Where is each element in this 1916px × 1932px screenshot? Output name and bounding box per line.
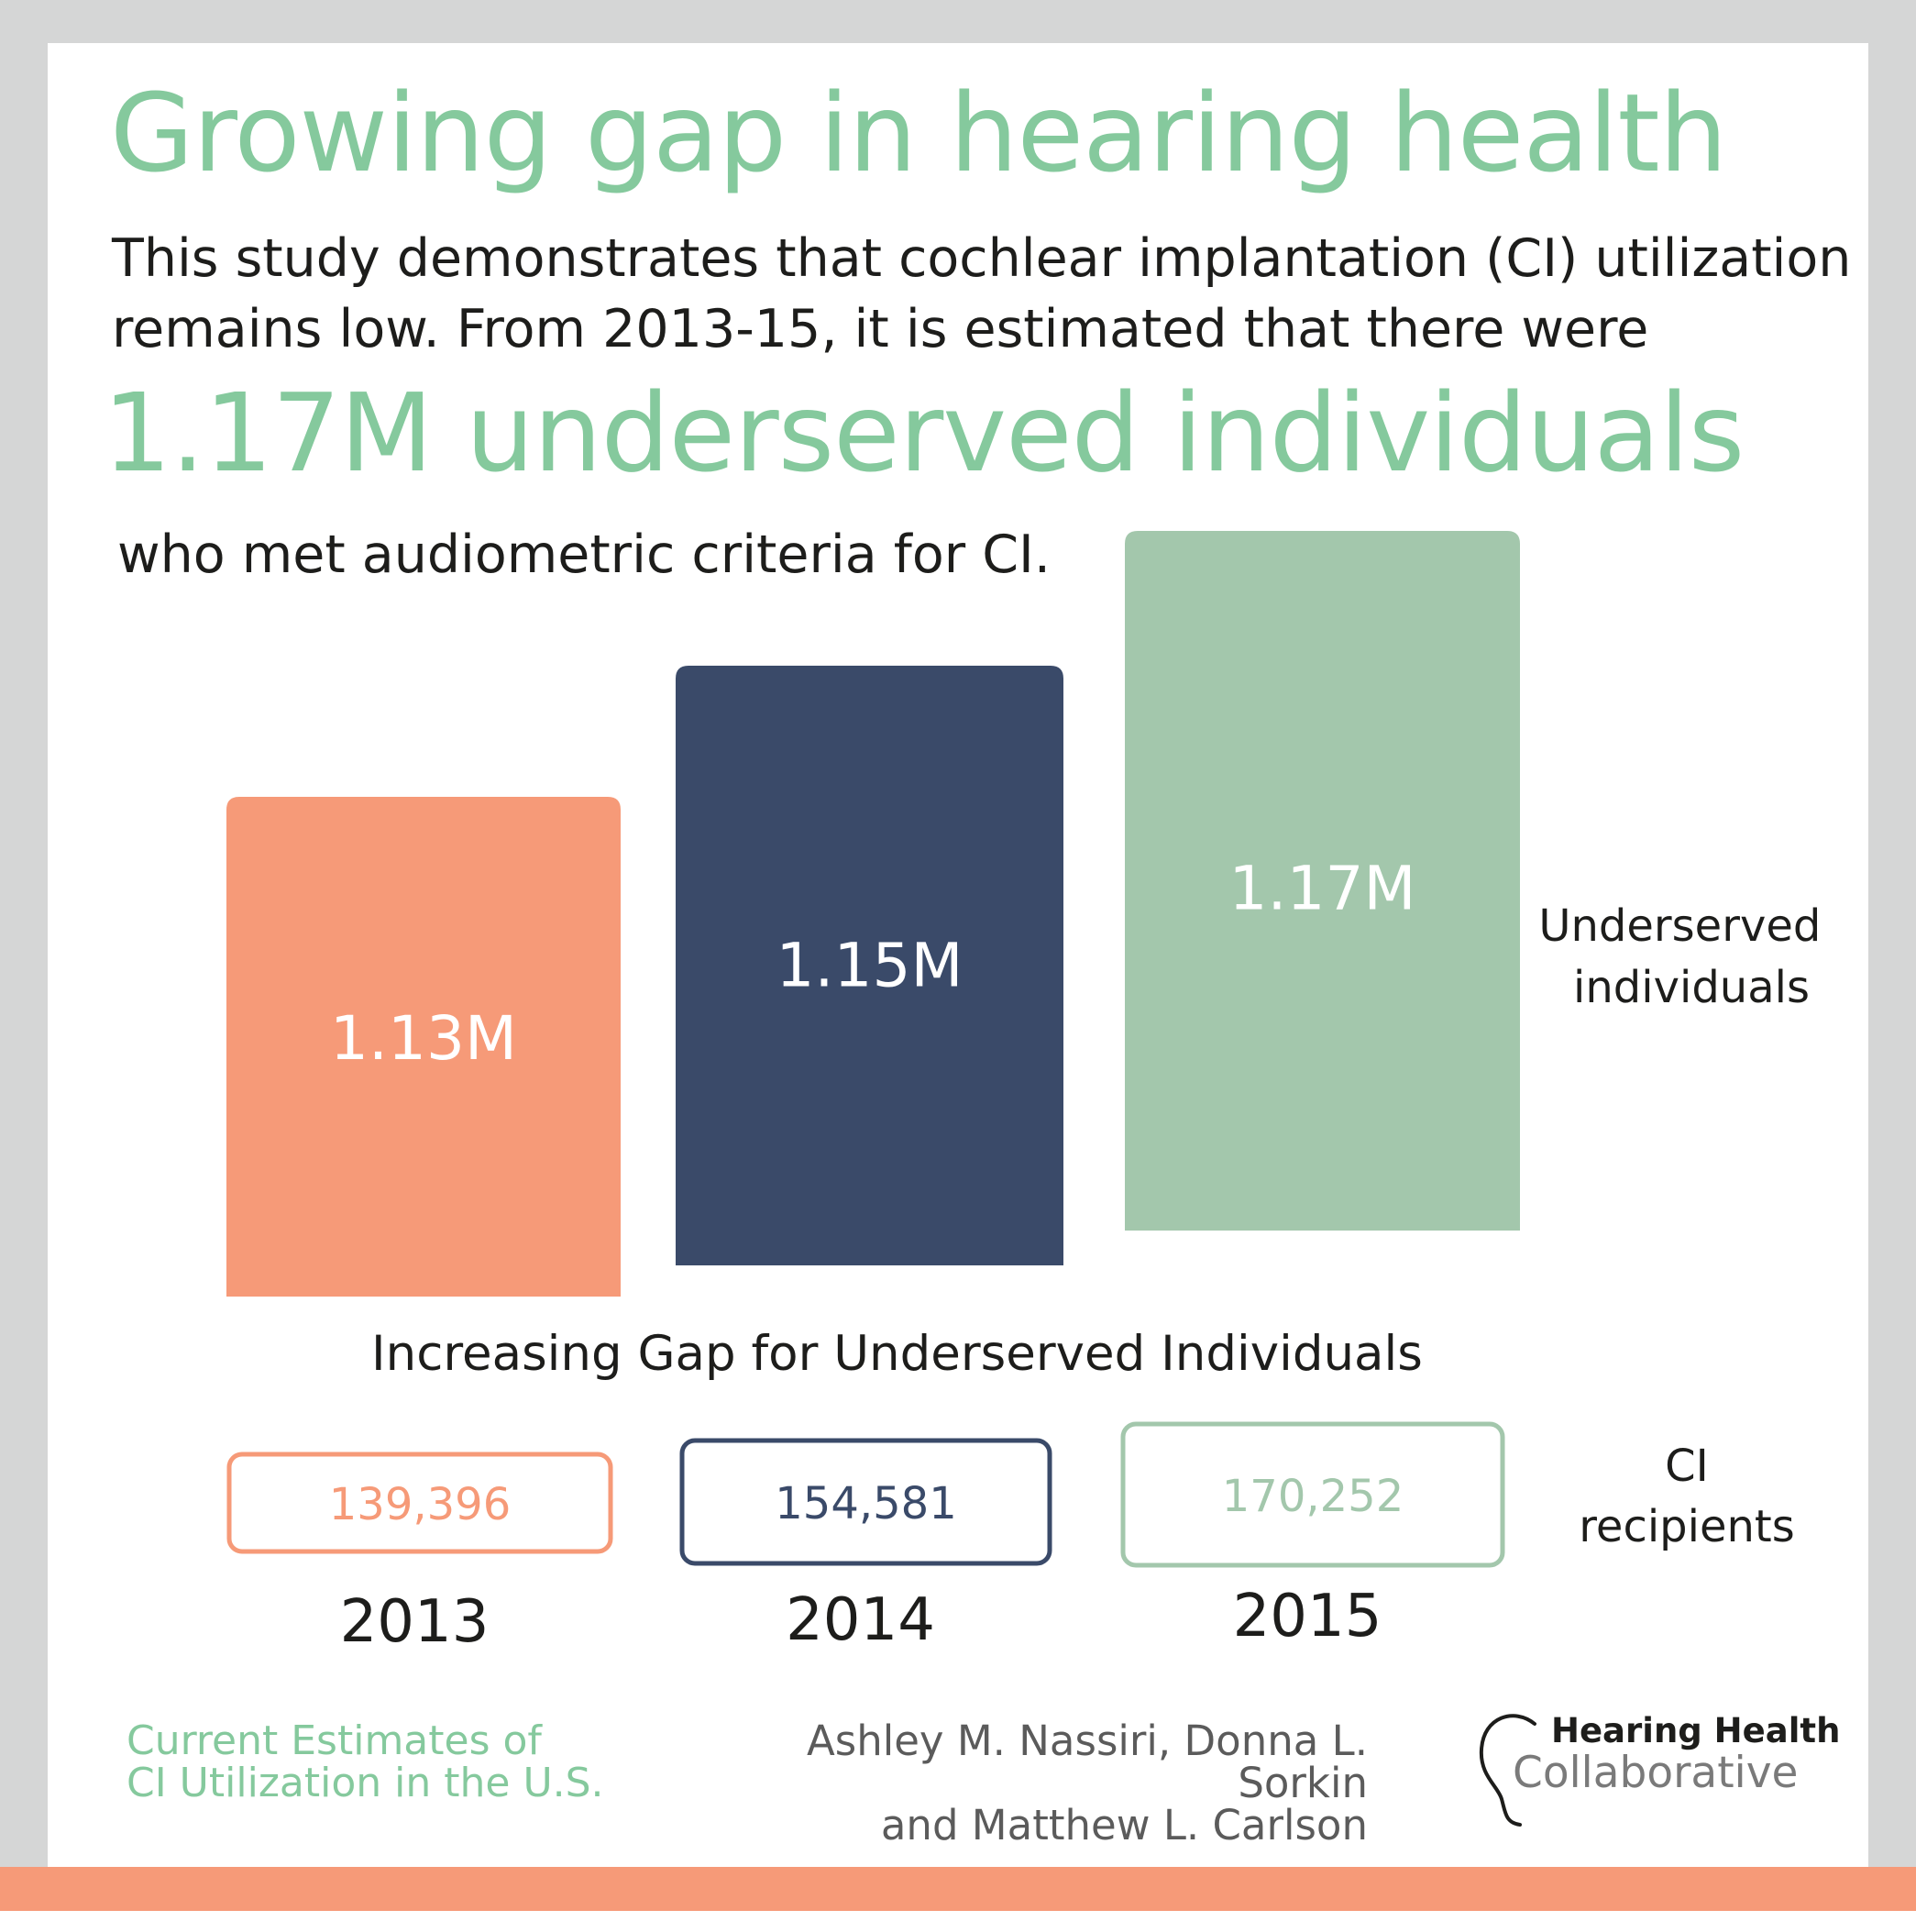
ci-recipients-legend-line1: CI xyxy=(1665,1441,1709,1492)
underserved-bar-2013 xyxy=(226,797,621,1297)
criteria-text: who met audiometric criteria for CI. xyxy=(117,524,1051,585)
ci-recipient-box-2013 xyxy=(226,1452,613,1554)
underserved-bars: 1.13M 1.15M 1.17M xyxy=(226,531,1520,1297)
bottom-edge xyxy=(0,1911,1916,1932)
underserved-value-label-2015: 1.17M xyxy=(1229,854,1416,924)
logo-text-hearing-health: Hearing Health xyxy=(1551,1711,1841,1750)
footer-title-line1: Current Estimates of xyxy=(127,1717,542,1764)
ci-recipient-box-2014 xyxy=(679,1438,1052,1566)
ci-recipients-legend-line2: recipients xyxy=(1579,1501,1795,1552)
ci-recipient-value-2013: 139,396 xyxy=(329,1479,512,1530)
footer-title-line2: CI Utilization in the U.S. xyxy=(127,1760,604,1806)
intro-paragraph: This study demonstrates that cochlear im… xyxy=(112,228,1852,359)
underserved-legend-label: Underserved individuals xyxy=(1538,900,1834,1013)
footer-authors-line1: Ashley M. Nassiri, Donna L. Sorkin xyxy=(806,1717,1368,1807)
underserved-value-label-2014: 1.15M xyxy=(776,930,964,1000)
ci-recipient-value-2015: 170,252 xyxy=(1222,1471,1404,1522)
big-stat: 1.17M underserved individuals xyxy=(103,370,1745,496)
ci-recipient-boxes: 139,396 154,581 170,252 xyxy=(226,1421,1505,1568)
underserved-bar-2015 xyxy=(1125,531,1520,1231)
underserved-legend-line2: individuals xyxy=(1573,962,1810,1013)
ci-recipients-legend-label: CI recipients xyxy=(1558,1436,1815,1557)
footer-authors-line2: and Matthew L. Carlson xyxy=(880,1801,1368,1849)
year-label-2014: 2014 xyxy=(786,1586,935,1654)
year-label-2013: 2013 xyxy=(340,1588,490,1656)
ear-outline-icon xyxy=(1479,1714,1536,1827)
year-label-2015: 2015 xyxy=(1233,1583,1382,1650)
ci-recipient-box-2015 xyxy=(1120,1421,1505,1568)
chart-title: Increasing Gap for Underserved Individua… xyxy=(371,1326,1423,1382)
ci-recipient-value-2014: 154,581 xyxy=(775,1478,957,1529)
logo-text-collaborative: Collaborative xyxy=(1513,1748,1799,1798)
bottom-accent-bar xyxy=(0,1867,1916,1911)
underserved-legend-line1: Underserved xyxy=(1538,900,1821,952)
year-labels: 2013 2014 2015 xyxy=(340,1583,1382,1656)
underserved-value-label-2013: 1.13M xyxy=(330,1003,517,1074)
underserved-bar-2014 xyxy=(676,666,1063,1265)
footer-authors: Ashley M. Nassiri, Donna L. Sorkin and M… xyxy=(678,1720,1368,1847)
bar-chart: 1.13M 1.15M 1.17M 139,396 154,581 170,252 20… xyxy=(226,531,1834,1656)
headline: Growing gap in hearing health xyxy=(110,70,1727,196)
footer-study-title: Current Estimates of CI Utilization in t… xyxy=(127,1720,713,1805)
